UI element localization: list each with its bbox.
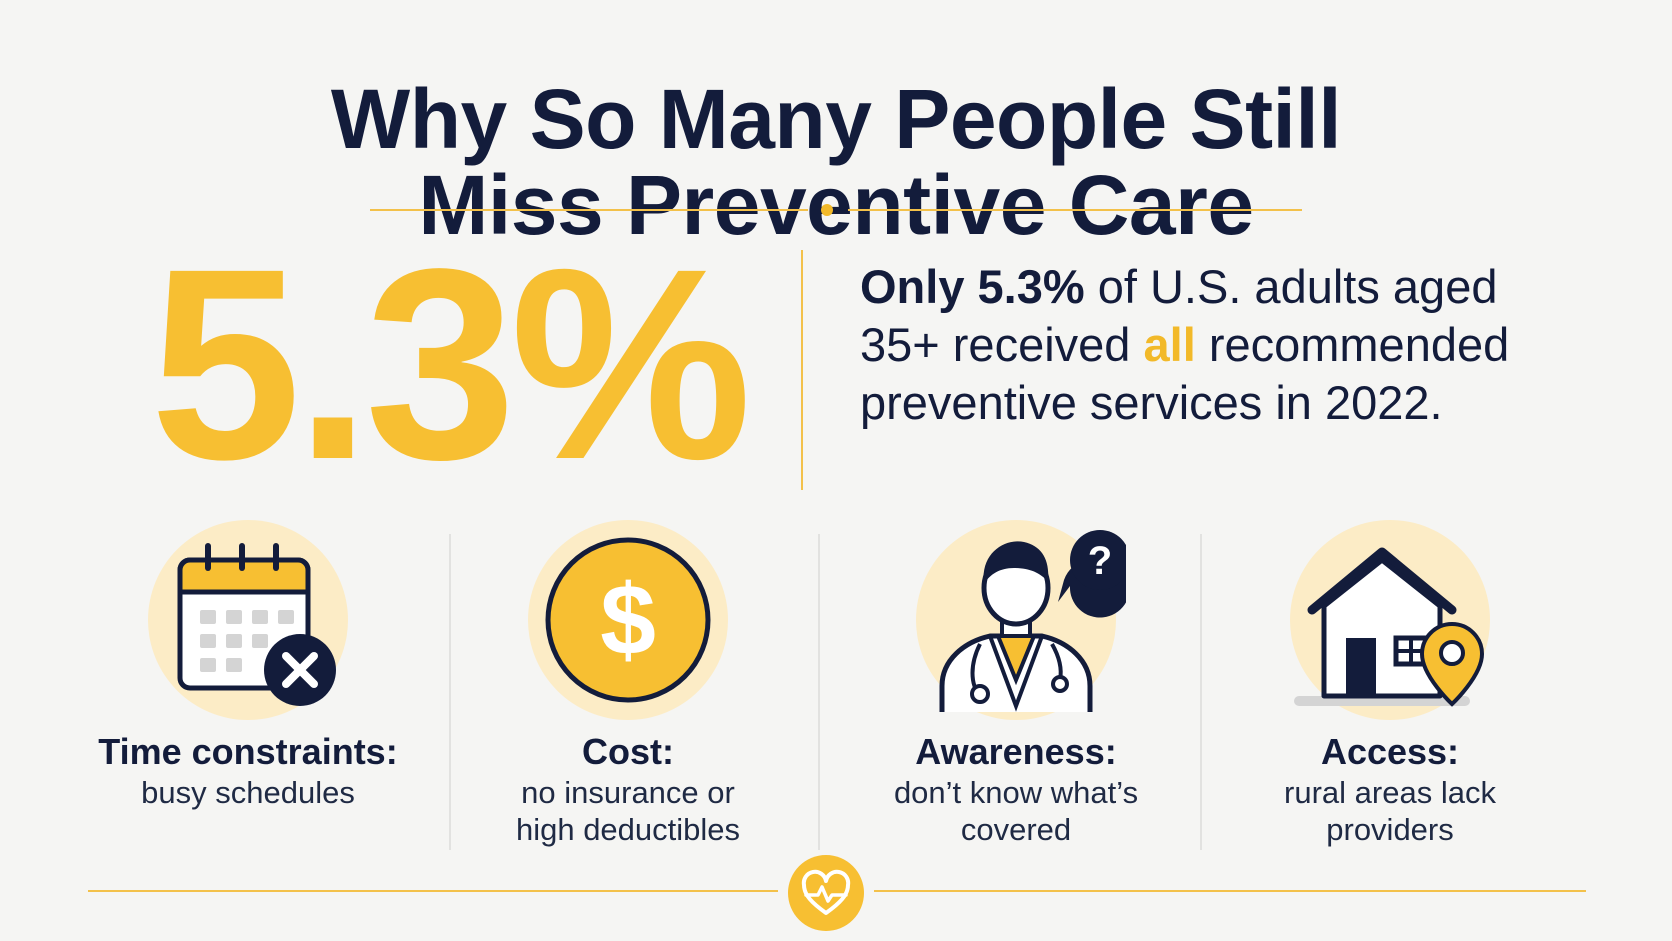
barrier-title: Cost:	[582, 731, 674, 772]
house-location-icon	[1294, 547, 1485, 707]
calendar-x-icon	[177, 543, 336, 706]
doctor-question-icon: ?	[939, 530, 1126, 712]
title-divider-dot	[821, 204, 833, 216]
barrier-desc-line1: busy schedules	[141, 775, 355, 810]
footer-divider-left	[88, 890, 778, 892]
barrier-icon-container: $	[518, 520, 738, 730]
column-separator	[449, 534, 451, 850]
page-title: Why So Many People Still Miss Preventive…	[0, 76, 1672, 248]
svg-text:$: $	[600, 564, 656, 676]
stat-text-part1: of U.S. adults aged 35+ received	[860, 260, 1498, 371]
column-separator	[818, 534, 820, 850]
stat-description: Only 5.3% of U.S. adults aged 35+ receiv…	[860, 258, 1580, 432]
svg-text:?: ?	[1088, 539, 1112, 583]
barrier-icon-container	[138, 520, 358, 730]
barrier-desc-line2: high deductibles	[515, 812, 741, 847]
title-line-1: Why So Many People Still	[330, 72, 1342, 167]
barrier-title: Time constraints:	[98, 731, 398, 772]
barrier-card-time: Time constraints: busy schedules	[58, 520, 438, 811]
barrier-title: Awareness:	[915, 731, 1117, 772]
stat-text-part2: recommended preventive services in 2022.	[860, 318, 1510, 429]
barrier-card-cost: $ Cost: no insurance or high deductibles	[438, 520, 818, 848]
title-divider-right	[848, 209, 1302, 211]
barrier-title: Access:	[1320, 731, 1460, 772]
title-line-2: Miss Preventive Care	[418, 158, 1254, 253]
barrier-card-awareness: ? Awareness: don’t know what’s covered	[826, 520, 1206, 848]
barrier-desc-line1: don’t know what’s	[893, 775, 1139, 810]
stat-text-highlight: all	[1143, 318, 1196, 371]
dollar-coin-icon: $	[545, 537, 711, 703]
barrier-desc-line1: rural areas lack	[1284, 775, 1496, 810]
barrier-desc-line1: no insurance or	[521, 775, 735, 810]
barrier-icon-container: ?	[906, 520, 1126, 730]
barrier-desc-line2: providers	[1326, 812, 1454, 847]
column-separator	[1200, 534, 1202, 850]
barrier-desc-line2: covered	[960, 812, 1072, 847]
big-stat-value: 5.3%	[150, 212, 752, 516]
stat-text-bold: Only 5.3%	[860, 260, 1085, 313]
barrier-card-access: Access: rural areas lack providers	[1200, 520, 1580, 848]
footer-divider-right	[874, 890, 1586, 892]
stat-divider	[801, 250, 803, 490]
barrier-icon-container	[1280, 520, 1500, 730]
title-divider-left	[370, 209, 808, 211]
heart-pulse-icon	[801, 869, 851, 915]
footer-badge	[788, 855, 864, 931]
